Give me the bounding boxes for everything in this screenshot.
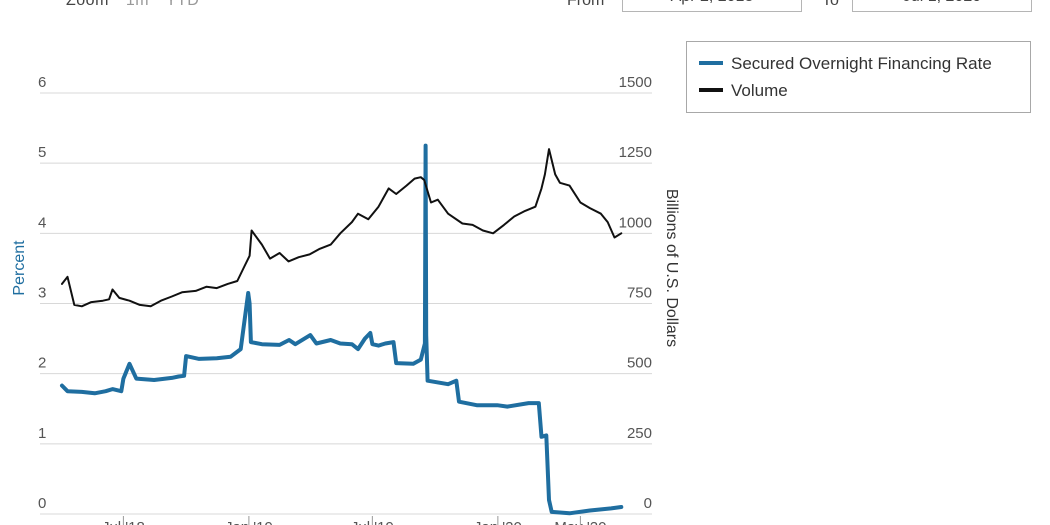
legend-swatch-volume bbox=[699, 87, 723, 92]
y-left-tick-4: 4 bbox=[38, 214, 46, 231]
y-right-tick-500: 500 bbox=[627, 355, 652, 372]
zoom-option-1m[interactable]: 1m bbox=[125, 0, 150, 9]
y-right-axis-title: Billions of U.S. Dollars bbox=[663, 189, 680, 347]
y-right-tick-1000: 1000 bbox=[619, 214, 652, 231]
legend-label-volume: Volume bbox=[731, 81, 788, 100]
y-left-tick-6: 6 bbox=[38, 74, 46, 91]
y-left-tick-3: 3 bbox=[38, 285, 46, 302]
y-left-tick-5: 5 bbox=[38, 144, 46, 161]
series-line-volume bbox=[61, 148, 623, 308]
y-left-tick-0: 0 bbox=[38, 495, 46, 512]
zoom-label: Zoom bbox=[66, 0, 109, 9]
y-left-tick-1: 1 bbox=[38, 425, 46, 442]
x-tick-label-3: Jan '20 bbox=[474, 519, 522, 525]
legend-swatch-sofr bbox=[699, 60, 723, 65]
to-label: To bbox=[822, 0, 839, 9]
y-right-tick-1500: 1500 bbox=[619, 74, 652, 91]
legend-label-sofr: Secured Overnight Financing Rate bbox=[731, 54, 992, 73]
zoom-option-ytd[interactable]: YTD bbox=[165, 0, 200, 9]
x-tick-label-4: May '20 bbox=[554, 519, 606, 525]
y-left-axis-title: Percent bbox=[11, 240, 28, 296]
x-tick-label-1: Jan '19 bbox=[225, 519, 273, 525]
zoom-controls: Zoom 1m YTD bbox=[66, 0, 211, 10]
y-right-tick-0: 0 bbox=[644, 495, 652, 512]
y-right-tick-1250: 1250 bbox=[619, 144, 652, 161]
y-left-tick-2: 2 bbox=[38, 355, 46, 372]
legend-item-sofr[interactable]: Secured Overnight Financing Rate bbox=[699, 53, 992, 75]
from-label: From bbox=[567, 0, 605, 9]
x-tick-label-2: Jul '19 bbox=[351, 519, 394, 525]
series-line-sofr bbox=[60, 143, 624, 516]
legend-item-volume[interactable]: Volume bbox=[699, 80, 788, 102]
from-date-input[interactable] bbox=[622, 0, 802, 12]
chart-legend: Secured Overnight Financing Rate Volume bbox=[686, 41, 1031, 113]
to-date-input[interactable] bbox=[852, 0, 1032, 12]
y-right-tick-250: 250 bbox=[627, 425, 652, 442]
y-right-tick-750: 750 bbox=[627, 285, 652, 302]
range-toolbar: Zoom 1m YTD From To bbox=[0, 0, 1050, 16]
x-tick-label-0: Jul '18 bbox=[102, 519, 145, 525]
